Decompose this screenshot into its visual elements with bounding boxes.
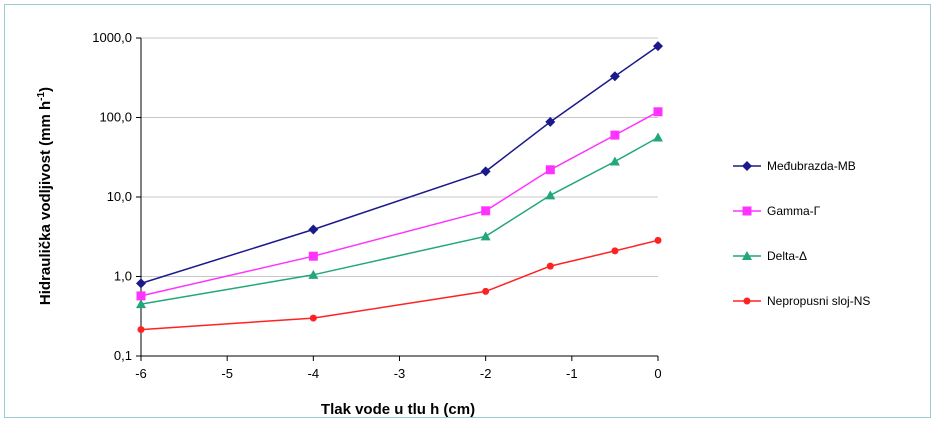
x-tick-label: -5 xyxy=(221,366,233,381)
y-axis-title: Hidraulička vodljivost (mm h-1) xyxy=(36,87,54,305)
y-tick-label: 1000,0 xyxy=(92,30,132,45)
legend-label: Gamma-Γ xyxy=(767,204,821,218)
data-point xyxy=(137,326,145,334)
data-point xyxy=(482,287,490,295)
data-point xyxy=(136,291,146,301)
data-point xyxy=(611,247,619,255)
series-line xyxy=(140,239,659,331)
data-point xyxy=(136,299,146,309)
plot-series xyxy=(136,41,663,334)
data-point xyxy=(609,156,620,166)
axes xyxy=(136,37,659,361)
x-tick-label: -4 xyxy=(308,366,320,381)
data-point xyxy=(480,231,491,241)
x-tick-label: 0 xyxy=(654,366,661,381)
data-point xyxy=(653,41,663,52)
legend-label: Međubrazda-MB xyxy=(767,159,856,173)
y-tick-label: 10,0 xyxy=(107,189,132,204)
series-line xyxy=(140,136,659,305)
data-point xyxy=(308,251,318,261)
legend-marker xyxy=(742,206,752,216)
data-point xyxy=(545,116,556,127)
data-point xyxy=(653,107,663,117)
data-point xyxy=(609,71,620,82)
data-point xyxy=(309,314,317,322)
y-axis-title-superscript: -1 xyxy=(36,92,47,101)
y-tick-label: 100,0 xyxy=(99,110,132,125)
data-point xyxy=(308,269,319,279)
x-tick-label: -1 xyxy=(566,366,578,381)
x-axis-title: Tlak vode u tlu h (cm) xyxy=(321,401,475,418)
y-tick-labels: 0,1 1,0 10,0 100,0 1000,0 xyxy=(92,30,132,363)
x-tick-label: -6 xyxy=(135,366,147,381)
legend: Međubrazda-MB Gamma-Γ Delta-Δ Nepropusni sl… xyxy=(733,159,870,308)
legend-label: Nepropusni sloj-NS xyxy=(767,294,870,308)
legend-marker xyxy=(743,297,751,305)
data-point xyxy=(545,165,555,175)
series-line xyxy=(140,111,659,297)
x-tick-label: -2 xyxy=(480,366,492,381)
data-point xyxy=(610,130,620,140)
y-tick-label: 0,1 xyxy=(114,348,132,363)
x-tick-labels: -6 -5 -4 -3 -2 -1 0 xyxy=(135,366,661,381)
legend-marker xyxy=(742,251,752,260)
gridlines xyxy=(141,37,658,277)
data-point xyxy=(546,262,554,270)
data-point xyxy=(481,206,491,216)
legend-label: Delta-Δ xyxy=(767,249,807,263)
data-point xyxy=(136,278,146,289)
series-line xyxy=(140,45,659,285)
y-axis-title-main: Hidraulička vodljivost (mm h xyxy=(37,101,54,305)
data-point xyxy=(480,166,491,177)
data-point xyxy=(545,190,556,200)
data-point xyxy=(653,132,663,142)
y-tick-label: 1,0 xyxy=(114,269,132,284)
data-point xyxy=(654,236,662,244)
y-axis-title-close: ) xyxy=(37,87,54,92)
legend-marker xyxy=(742,161,752,171)
chart-frame xyxy=(4,4,931,418)
data-point xyxy=(308,224,319,235)
x-tick-label: -3 xyxy=(394,366,406,381)
